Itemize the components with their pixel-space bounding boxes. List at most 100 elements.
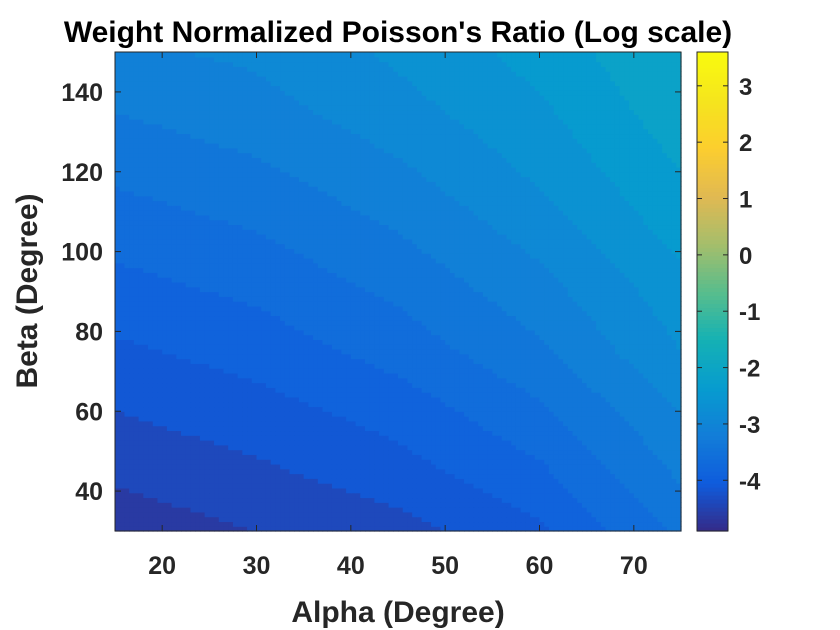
contour-cell [336, 387, 342, 393]
contour-cell [431, 344, 437, 350]
contour-cell [214, 396, 220, 403]
contour-cell [468, 526, 475, 532]
contour-cell [473, 396, 479, 403]
contour-cell [393, 430, 399, 436]
contour-cell [322, 463, 328, 470]
contour-cell [166, 416, 173, 422]
contour-cell [303, 454, 309, 460]
contour-cell [308, 387, 314, 393]
contour-cell [534, 478, 541, 484]
contour-cell [482, 468, 489, 475]
contour-cell [586, 334, 592, 340]
contour-cell [223, 339, 229, 345]
contour-cell [289, 377, 295, 384]
contour-cell [482, 416, 489, 422]
contour-cell [662, 396, 668, 403]
contour-cell [553, 416, 559, 422]
contour-cell [148, 521, 154, 527]
contour-cell [133, 444, 140, 451]
contour-cell [431, 449, 437, 455]
contour-cell [289, 449, 295, 455]
contour-cell [303, 516, 309, 523]
contour-cell [148, 439, 154, 446]
contour-cell [520, 507, 526, 513]
contour-cell [478, 348, 484, 355]
contour-cell [317, 387, 324, 393]
contour-cell [586, 435, 592, 441]
contour-cell [633, 387, 640, 393]
contour-cell [563, 478, 569, 484]
contour-cell [581, 439, 588, 446]
contour-cell [633, 392, 640, 398]
contour-cell [600, 444, 607, 451]
contour-cell [501, 511, 508, 518]
contour-cell [464, 463, 470, 470]
contour-cell [214, 344, 220, 350]
contour-cell [157, 329, 163, 336]
contour-cell [157, 468, 163, 475]
contour-cell [473, 507, 479, 513]
contour-cell [600, 497, 607, 503]
contour-cell [520, 435, 526, 441]
contour-cell [364, 468, 371, 475]
contour-cell [129, 507, 135, 513]
contour-cell [294, 396, 300, 403]
contour-cell [497, 444, 503, 451]
contour-cell [195, 382, 201, 388]
contour-cell [596, 411, 602, 417]
contour-cell [412, 526, 418, 532]
contour-cell [421, 392, 427, 398]
contour-cell [355, 444, 361, 451]
contour-cell [426, 344, 432, 350]
contour-cell [572, 468, 578, 475]
contour-cell [228, 425, 234, 432]
contour-cell [171, 430, 177, 436]
contour-cell [520, 368, 526, 374]
contour-cell [336, 526, 342, 532]
contour-cell [327, 444, 333, 451]
contour-cell [152, 473, 159, 479]
contour-cell [647, 382, 654, 388]
contour-cell [614, 468, 621, 475]
contour-cell [591, 368, 597, 374]
contour-cell [166, 430, 173, 436]
contour-cell [666, 406, 673, 412]
contour-cell [610, 334, 616, 340]
contour-cell [464, 387, 470, 393]
contour-cell [497, 334, 503, 340]
contour-cell [468, 483, 475, 489]
contour-cell [619, 401, 625, 408]
contour-cell [586, 396, 592, 403]
contour-cell [199, 348, 206, 355]
contour-cell [445, 425, 451, 432]
contour-cell [346, 358, 352, 364]
contour-cell [157, 416, 163, 422]
contour-cell [152, 401, 159, 408]
contour-cell [497, 468, 503, 475]
contour-cell [577, 449, 583, 455]
contour-cell [567, 502, 574, 508]
contour-cell [284, 377, 291, 384]
contour-cell [591, 353, 597, 360]
contour-cell [506, 425, 512, 432]
contour-cell [364, 344, 371, 350]
contour-cell [454, 368, 460, 374]
contour-cell [515, 444, 522, 451]
contour-cell [501, 449, 508, 455]
contour-cell [643, 353, 649, 360]
contour-cell [548, 420, 555, 427]
contour-cell [162, 478, 168, 484]
contour-cell [525, 492, 531, 499]
contour-cell [313, 372, 319, 379]
contour-cell [261, 483, 267, 489]
contour-cell [586, 420, 592, 427]
contour-cell [228, 444, 234, 451]
contour-cell [534, 435, 541, 441]
contour-cell [662, 516, 668, 523]
contour-cell [152, 444, 159, 451]
contour-cell [228, 468, 234, 475]
contour-cell [652, 439, 659, 446]
contour-cell [577, 339, 583, 345]
contour-cell [341, 411, 347, 417]
contour-cell [261, 468, 267, 475]
